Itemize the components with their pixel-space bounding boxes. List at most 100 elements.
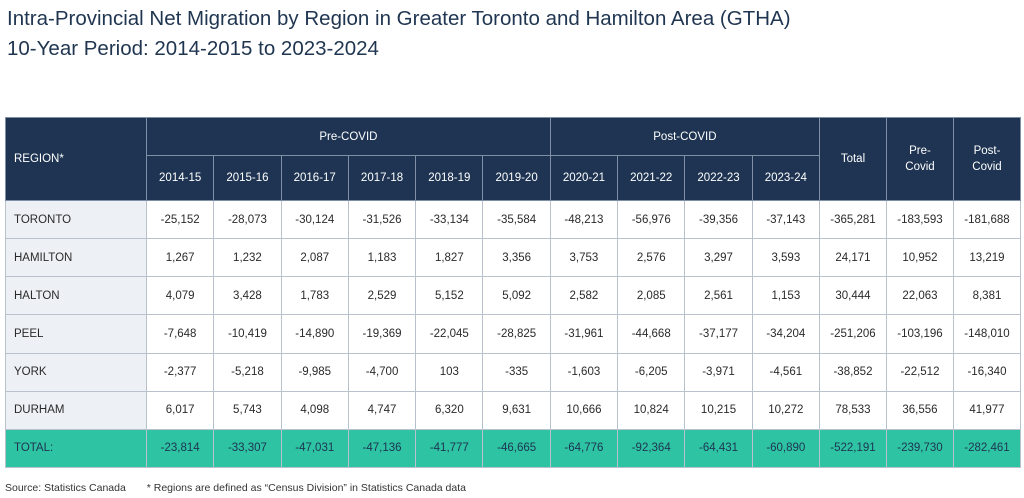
region-label: TOTAL: [5, 428, 147, 469]
table-cell: 1,783 [280, 276, 349, 316]
region-label: HAMILTON [5, 238, 147, 278]
table-cell: -2,377 [145, 352, 215, 392]
table-row: YORK -2,377 -5,218 -9,985 -4,700 103 -335 -1,60… [5, 352, 1021, 392]
page-subtitle: 10-Year Period: 2014-2015 to 2023-2024 [7, 37, 379, 60]
table-cell: -19,369 [347, 314, 417, 354]
table-cell: -4,700 [347, 352, 417, 392]
table-cell: -16,340 [952, 352, 1021, 392]
table-row: TORONTO -25,152 -28,073 -30,124 -31,526 -33,1… [5, 199, 1021, 240]
table-cell: 13,219 [952, 238, 1021, 278]
table-cell: -56,976 [617, 199, 686, 240]
table-cell: -44,668 [617, 314, 686, 354]
table-cell: -30,124 [280, 199, 349, 240]
table-cell: 30,444 [818, 276, 887, 316]
table-cell: -181,688 [952, 199, 1021, 240]
table-cell: -9,985 [280, 352, 349, 392]
header-year: 2021-22 [617, 155, 686, 201]
table-cell: 1,267 [145, 238, 215, 278]
table-cell: -28,073 [213, 199, 282, 240]
header-pre-covid: Pre-COVID [146, 117, 551, 156]
header-region: REGION* [5, 117, 147, 201]
table-cell: -33,307 [213, 428, 282, 469]
year-header-row: 2014-15 2015-16 2016-17 2017-18 2018-19 2019-… [6, 155, 1021, 201]
table-cell: 3,593 [751, 238, 820, 278]
table-cell: 1,232 [213, 238, 282, 278]
table-cell: -6,205 [617, 352, 686, 392]
table-cell: -10,419 [213, 314, 282, 354]
table-cell: -35,584 [482, 199, 551, 240]
table-cell: -47,136 [347, 428, 417, 469]
table-cell: -38,852 [818, 352, 887, 392]
region-label: DURHAM [5, 390, 147, 430]
table-cell: -183,593 [885, 199, 954, 240]
table-cell: 5,152 [415, 276, 484, 316]
table-cell: 9,631 [482, 390, 551, 430]
table-cell: 2,561 [684, 276, 753, 316]
header-year: 2014-15 [145, 155, 215, 201]
table-cell: -28,825 [482, 314, 551, 354]
table-cell: 24,171 [818, 238, 887, 278]
region-label: TORONTO [5, 199, 147, 240]
table-cell: 22,063 [885, 276, 954, 316]
table-cell: 10,215 [684, 390, 753, 430]
table-cell: -335 [482, 352, 551, 392]
table-cell: 4,747 [347, 390, 417, 430]
page-title: Intra-Provincial Net Migration by Region… [7, 7, 791, 30]
source-note: Source: Statistics Canada [5, 482, 126, 494]
table-cell: -23,814 [145, 428, 215, 469]
header-post-covid-total: Post- Covid [952, 117, 1021, 201]
table-cell: 4,098 [280, 390, 349, 430]
table-cell: 5,743 [213, 390, 282, 430]
header-year: 2019-20 [482, 155, 551, 201]
table-cell: -14,890 [280, 314, 349, 354]
table-cell: 6,017 [145, 390, 215, 430]
table-cell: 1,153 [751, 276, 820, 316]
table-cell: -31,961 [549, 314, 619, 354]
table-cell: 2,087 [280, 238, 349, 278]
table-row: PEEL -7,648 -10,419 -14,890 -19,369 -22,045 -2… [5, 314, 1021, 354]
table-cell: -7,648 [145, 314, 215, 354]
header-total: Total [818, 117, 887, 201]
header-pre-covid-total: Pre- Covid [885, 117, 954, 201]
table-cell: 10,272 [751, 390, 820, 430]
table-cell: 2,529 [347, 276, 417, 316]
header-year: 2023-24 [751, 155, 820, 201]
region-footnote: * Regions are defined as “Census Divisio… [146, 482, 466, 494]
footer: Source: Statistics Canada * Regions are … [5, 482, 484, 494]
table-cell: 1,183 [347, 238, 417, 278]
table-cell: 41,977 [952, 390, 1021, 430]
table-cell: -64,776 [549, 428, 619, 469]
table-cell: 6,320 [415, 390, 484, 430]
table-cell: -34,204 [751, 314, 820, 354]
title-block: Intra-Provincial Net Migration by Region… [7, 4, 791, 64]
header-year: 2022-23 [684, 155, 753, 201]
table-row: DURHAM 6,017 5,743 4,098 4,747 6,320 9,631 10,6… [5, 390, 1021, 430]
table-cell: 2,085 [617, 276, 686, 316]
header-post-covid: Post-COVID [549, 117, 820, 156]
table-cell: -39,356 [684, 199, 753, 240]
table-cell: 36,556 [885, 390, 954, 430]
table-cell: 103 [415, 352, 484, 392]
table-cell: -48,213 [549, 199, 619, 240]
table-cell: -22,045 [415, 314, 484, 354]
table-cell: -46,665 [482, 428, 551, 469]
table-cell: 2,582 [549, 276, 619, 316]
table-cell: -64,431 [684, 428, 753, 469]
table-cell: 3,428 [213, 276, 282, 316]
table-cell: 4,079 [145, 276, 215, 316]
migration-table: REGION* Pre-COVID Post-COVID Total Pre- … [5, 117, 1021, 469]
table-body: TORONTO -25,152 -28,073 -30,124 -31,526 -33,1… [5, 199, 1021, 469]
table-row: HAMILTON 1,267 1,232 2,087 1,183 1,827 3,356 3,… [5, 238, 1021, 278]
table-cell: 2,576 [617, 238, 686, 278]
table-cell: -251,206 [818, 314, 887, 354]
header-year: 2015-16 [213, 155, 282, 201]
header-year: 2017-18 [347, 155, 417, 201]
table-cell: -4,561 [751, 352, 820, 392]
total-row: TOTAL: -23,814 -33,307 -47,031 -47,136 -41,77… [5, 428, 1021, 469]
table-cell: -92,364 [617, 428, 686, 469]
table-cell: -239,730 [885, 428, 954, 469]
region-label: YORK [5, 352, 147, 392]
table-cell: 8,381 [952, 276, 1021, 316]
table-cell: -148,010 [952, 314, 1021, 354]
table-cell: -103,196 [885, 314, 954, 354]
